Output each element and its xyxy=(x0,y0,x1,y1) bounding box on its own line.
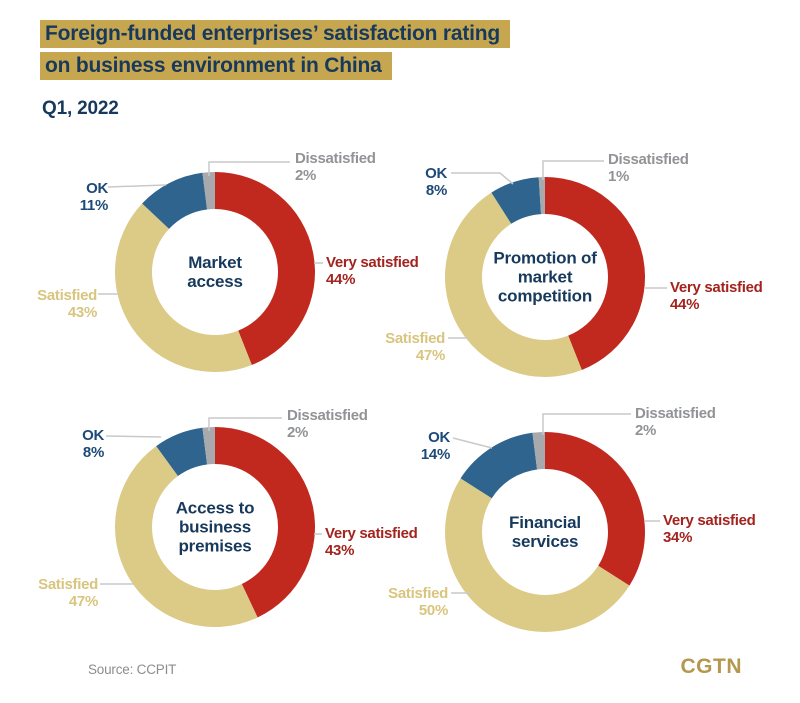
chart-center-label: Promotion of market competition xyxy=(493,248,597,306)
label-very-satisfied-text: Very satisfied xyxy=(663,512,756,529)
donut-svg xyxy=(445,160,667,377)
leader-line-dissatisfied xyxy=(208,417,282,431)
donut-chart-access-to-business-premises: Access to business premises Dissatisfied… xyxy=(0,395,418,655)
label-dissatisfied-text: Dissatisfied xyxy=(635,405,716,422)
label-dissatisfied-value: 1% xyxy=(608,168,630,185)
label-very-satisfied-text: Very satisfied xyxy=(326,254,419,271)
label-satisfied: Satisfied 47% xyxy=(385,330,445,364)
label-ok: OK 8% xyxy=(82,427,104,461)
label-dissatisfied-value: 2% xyxy=(295,167,317,184)
leader-line-ok xyxy=(107,184,167,188)
title-line-2-text: on business environment in China xyxy=(40,52,392,80)
donut-svg xyxy=(100,417,322,628)
donut-segment-very_satisfied xyxy=(545,177,645,370)
leader-line-dissatisfied xyxy=(542,160,604,180)
donut-segment-ok xyxy=(460,432,538,499)
donut-segment-satisfied xyxy=(445,192,582,377)
donut-segment-dissatisfied xyxy=(532,432,545,470)
label-very-satisfied-value: 44% xyxy=(670,296,700,313)
label-very-satisfied-text: Very satisfied xyxy=(325,525,418,542)
donut-segments xyxy=(115,172,315,372)
label-satisfied-value: 47% xyxy=(68,593,98,610)
leader-line-ok xyxy=(452,437,493,449)
donut-segments xyxy=(114,427,315,628)
label-satisfied: Satisfied 50% xyxy=(388,585,448,619)
donut-segment-satisfied xyxy=(445,478,630,632)
label-dissatisfied-text: Dissatisfied xyxy=(608,151,689,168)
label-very-satisfied-value: 34% xyxy=(663,529,693,546)
label-ok-text: OK xyxy=(425,165,447,182)
subtitle-quarter: Q1, 2022 xyxy=(42,98,119,119)
label-satisfied: Satisfied 43% xyxy=(37,287,97,321)
label-very-satisfied-value: 43% xyxy=(325,542,355,559)
label-very-satisfied: Very satisfied 34% xyxy=(663,512,756,546)
label-ok-text: OK xyxy=(428,429,450,446)
donut-segment-very_satisfied xyxy=(215,427,315,618)
label-ok: OK 11% xyxy=(79,180,109,214)
label-satisfied-text: Satisfied xyxy=(38,576,98,593)
label-satisfied-value: 50% xyxy=(418,602,448,619)
donut-segment-satisfied xyxy=(115,203,252,372)
label-satisfied: Satisfied 47% xyxy=(38,576,98,610)
source-credit: Source: CCPIT xyxy=(88,662,177,677)
donut-segment-very_satisfied xyxy=(215,172,315,365)
label-dissatisfied-text: Dissatisfied xyxy=(295,150,376,167)
label-ok-text: OK xyxy=(86,180,108,197)
label-very-satisfied-text: Very satisfied xyxy=(670,279,763,296)
donut-segment-very_satisfied xyxy=(545,432,645,586)
chart-center-label: Access to business premises xyxy=(175,498,255,556)
donut-segment-dissatisfied xyxy=(538,177,545,215)
label-very-satisfied: Very satisfied 44% xyxy=(326,254,419,288)
donut-segments xyxy=(445,432,645,632)
page-title: Foreign-funded enterprises’ satisfaction… xyxy=(40,20,511,84)
chart-center-label: Market access xyxy=(187,253,243,291)
label-dissatisfied: Dissatisfied 2% xyxy=(635,405,716,439)
label-dissatisfied: Dissatisfied 1% xyxy=(608,151,689,185)
label-satisfied-text: Satisfied xyxy=(385,330,445,347)
label-dissatisfied: Dissatisfied 2% xyxy=(295,150,376,184)
leader-line-ok xyxy=(105,435,162,438)
label-dissatisfied: Dissatisfied 2% xyxy=(287,407,368,441)
title-line-1: Foreign-funded enterprises’ satisfaction… xyxy=(40,20,511,48)
donut-segment-dissatisfied xyxy=(202,172,215,210)
label-dissatisfied-value: 2% xyxy=(287,424,309,441)
label-very-satisfied-value: 44% xyxy=(326,271,356,288)
chart-center-label: Financial services xyxy=(509,513,581,551)
leader-line-ok xyxy=(451,172,514,185)
donut-svg xyxy=(98,161,323,372)
label-very-satisfied: Very satisfied 43% xyxy=(325,525,418,559)
label-ok-value: 8% xyxy=(425,182,447,199)
leader-line-dissatisfied xyxy=(542,413,631,435)
label-ok-text: OK xyxy=(82,427,104,444)
label-very-satisfied: Very satisfied 44% xyxy=(670,279,763,313)
donut-chart-market-access: Market access Dissatisfied 2% OK 11% Sat… xyxy=(0,140,419,395)
donut-segments xyxy=(445,177,645,377)
label-ok-value: 8% xyxy=(82,444,104,461)
label-dissatisfied-value: 2% xyxy=(635,422,657,439)
label-ok: OK 8% xyxy=(425,165,447,199)
label-ok-value: 11% xyxy=(79,197,109,214)
leader-line-dissatisfied xyxy=(208,161,290,176)
cgtn-logo: CGTN xyxy=(680,655,742,678)
donut-segment-dissatisfied xyxy=(202,427,215,465)
donut-segment-ok xyxy=(142,172,208,229)
label-satisfied-value: 43% xyxy=(67,304,97,321)
donut-segment-ok xyxy=(156,427,208,477)
label-ok: OK 14% xyxy=(421,429,450,463)
donut-chart-financial-services: Financial services Dissatisfied 2% OK 14… xyxy=(388,395,800,655)
label-satisfied-text: Satisfied xyxy=(37,287,97,304)
label-satisfied-value: 47% xyxy=(415,347,445,364)
donut-segment-satisfied xyxy=(114,446,258,628)
donut-svg xyxy=(445,413,660,632)
donut-chart-promotion-of-market-competition: Promotion of market competition Dissatis… xyxy=(385,140,800,395)
label-ok-value: 14% xyxy=(420,446,450,463)
donut-segment-ok xyxy=(491,177,542,224)
title-line-1-text: Foreign-funded enterprises’ satisfaction… xyxy=(40,20,511,48)
title-line-2: on business environment in China xyxy=(40,52,510,80)
label-satisfied-text: Satisfied xyxy=(388,585,448,602)
label-dissatisfied-text: Dissatisfied xyxy=(287,407,368,424)
